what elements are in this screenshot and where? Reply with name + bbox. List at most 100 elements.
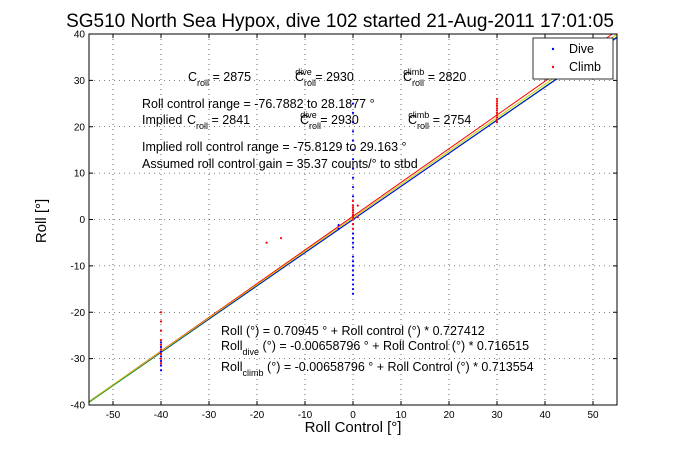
c-roll-annotation-value: = 2930 <box>312 70 354 84</box>
y-tick-label: -40 <box>71 401 86 412</box>
implied-c-roll-annotation-superscript: climb <box>408 110 429 120</box>
legend-label-climb: Climb <box>569 60 601 74</box>
data-point-climb <box>495 100 499 103</box>
c-roll-annotation: Crolldive = 2930 <box>295 67 354 88</box>
y-tick-label: 40 <box>74 30 86 41</box>
c-roll-annotation-subscript: roll <box>197 78 209 88</box>
data-point-climb <box>351 206 355 210</box>
annotations: Croll = 2875 Crolldive = 2930 Crollclimb =… <box>142 67 534 378</box>
data-point-dive <box>351 264 355 267</box>
fit-equation-value: (°) = -0.00658796 ° + Roll Control (°) *… <box>264 360 534 374</box>
data-point-climb <box>159 343 163 346</box>
data-point-dive <box>351 260 355 263</box>
implied-range-annotation: Implied roll control range = -75.8129 to… <box>142 140 407 154</box>
data-point-climb <box>351 211 355 214</box>
y-tick-label: 30 <box>74 76 86 87</box>
y-tick-label: 10 <box>74 169 86 180</box>
data-point-climb <box>495 116 499 119</box>
implied-c-roll-annotation-value: = 2754 <box>429 113 471 127</box>
data-point-climb <box>351 223 355 226</box>
x-axis-label: Roll Control [°] <box>305 419 402 436</box>
data-point-dive <box>351 246 355 249</box>
implied-c-roll-annotation: Crollclimb = 2754 <box>408 110 471 131</box>
data-point-dive <box>351 274 355 277</box>
data-point-dive <box>351 167 355 170</box>
data-point-climb <box>351 216 355 219</box>
c-roll-annotation-subscript: roll <box>304 78 316 88</box>
data-point-dive <box>159 355 163 358</box>
implied-c-roll-annotation-subscript: roll <box>309 121 321 131</box>
data-point-climb <box>351 204 355 207</box>
data-point-climb <box>279 236 283 240</box>
data-point-dive <box>351 287 355 291</box>
data-point-climb <box>351 209 355 212</box>
data-point-climb <box>159 348 163 351</box>
data-point-climb <box>265 241 268 244</box>
data-point-dive <box>351 283 355 286</box>
x-tick-label: 40 <box>539 410 551 421</box>
legend-box <box>532 37 614 80</box>
x-tick-label: 0 <box>350 410 356 421</box>
implied-c-roll-annotation-subscript: roll <box>196 121 208 131</box>
data-point-dive <box>351 130 355 133</box>
data-point-climb <box>159 320 163 323</box>
data-point-dive <box>351 121 355 124</box>
roll-range-annotation: Roll control range = -76.7882 to 28.1877… <box>142 97 375 111</box>
implied-c-roll-annotation-symbol: C <box>300 113 309 127</box>
data-point-dive <box>351 185 355 189</box>
y-axis-label: Roll [°] <box>33 199 50 243</box>
data-point-climb <box>495 111 499 114</box>
c-roll-annotation-superscript: dive <box>295 67 312 77</box>
fit-equation: Rollclimb (°) = -0.00658796 ° + Roll Con… <box>221 360 534 378</box>
data-point-dive <box>351 158 355 161</box>
data-point-dive <box>337 223 340 227</box>
data-point-climb <box>495 104 499 107</box>
legend-marker-climb <box>551 65 555 69</box>
implied-c-roll-annotation-value: = 2930 <box>317 113 359 127</box>
data-point-dive <box>351 241 355 244</box>
y-tick-label: 20 <box>74 122 86 133</box>
data-points <box>159 97 499 372</box>
c-roll-annotation-subscript: roll <box>412 78 424 88</box>
data-point-climb <box>159 338 163 342</box>
data-point-climb <box>495 109 499 112</box>
data-point-climb <box>159 352 163 356</box>
fit-equation-symbol: Roll <box>221 360 243 374</box>
x-tick-label: 20 <box>443 410 455 421</box>
c-roll-annotation-symbol: C <box>403 70 412 84</box>
fit-equation-symbol: Roll <box>221 339 243 353</box>
legend-marker-dive <box>551 47 555 51</box>
data-point-climb <box>159 311 163 314</box>
y-tick-label: -10 <box>71 261 86 272</box>
implied-c-roll-annotation-subscript: roll <box>417 121 429 131</box>
data-point-dive <box>351 269 355 272</box>
data-point-dive <box>351 148 355 152</box>
x-tick-label: 30 <box>491 410 503 421</box>
x-tick-label: -40 <box>154 410 169 421</box>
implied-c-roll-annotation: Croll = 2841 <box>187 113 250 131</box>
x-tick-label: -20 <box>250 410 265 421</box>
data-point-dive <box>351 236 355 240</box>
data-point-climb <box>356 216 359 219</box>
data-point-climb <box>159 357 163 360</box>
data-point-dive <box>337 227 340 230</box>
data-point-dive <box>159 345 163 349</box>
data-point-climb <box>159 362 163 365</box>
fit-equation-subscript: climb <box>243 368 264 378</box>
x-tick-label: 10 <box>395 410 407 421</box>
ticks: -50 -40 -30 -20 -10 0 10 20 30 40 50 -40 -30 -20 -10 0 1… <box>71 30 617 421</box>
data-point-climb <box>495 97 499 101</box>
implied-c-roll-annotation: Crolldive = 2930 <box>300 110 359 131</box>
data-point-climb <box>351 218 355 221</box>
y-tick-label: -20 <box>71 308 86 319</box>
data-point-dive <box>351 102 355 105</box>
data-point-climb <box>351 213 355 216</box>
data-point-dive <box>159 350 163 353</box>
data-point-climb <box>495 121 499 124</box>
fit-equation-value: (°) = -0.00658796 ° + Roll Control (°) *… <box>259 339 529 353</box>
implied-prefix: Implied <box>142 113 182 127</box>
legend-label-dive: Dive <box>569 42 594 56</box>
legend: Dive Climb <box>532 37 614 80</box>
c-roll-annotation-symbol: C <box>188 70 197 84</box>
